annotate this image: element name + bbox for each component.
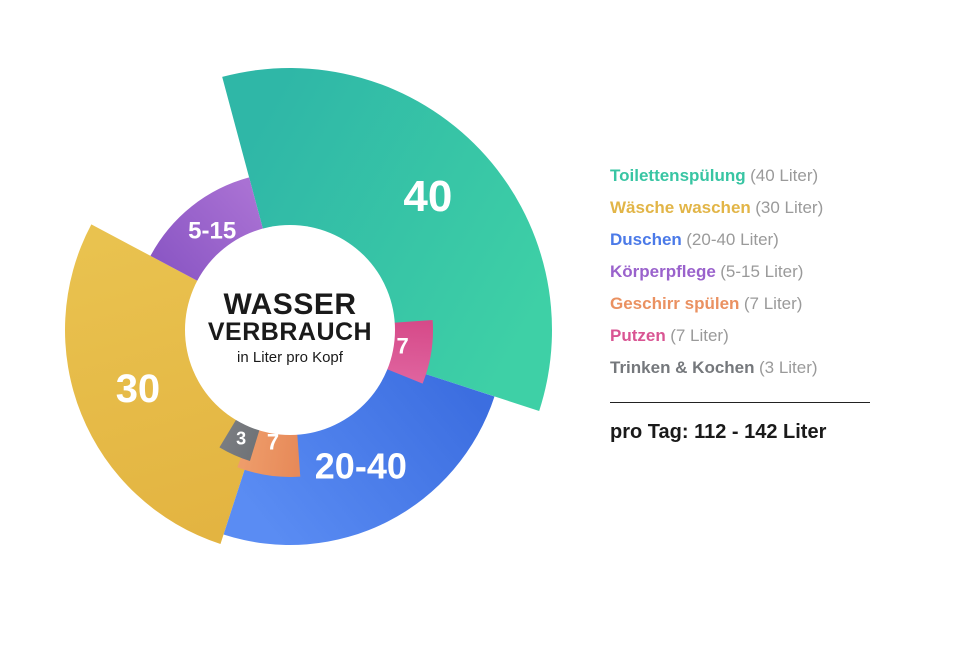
legend-item-value: (40 Liter) [750, 166, 818, 185]
legend-item-value: (30 Liter) [755, 198, 823, 217]
segment-label-toilet: 40 [403, 172, 452, 221]
legend-item-name: Putzen [610, 326, 666, 345]
segment-label-bodycare: 5-15 [188, 218, 236, 245]
chart-center-label: WASSER VERBRAUCH in Liter pro Kopf [190, 288, 390, 366]
legend-item-name: Toilettenspülung [610, 166, 746, 185]
segment-label-laundry: 30 [116, 367, 161, 411]
legend-item-toilet: Toilettenspülung (40 Liter) [610, 160, 870, 192]
center-subtitle: in Liter pro Kopf [190, 349, 390, 366]
legend-item-name: Körperpflege [610, 262, 716, 281]
legend-item-dishes: Geschirr spülen (7 Liter) [610, 288, 870, 320]
legend-item-name: Geschirr spülen [610, 294, 739, 313]
infographic-stage: 40 30 20-40 5-15 7 7 3 WASSER VERBRAUCH in Lit… [0, 0, 960, 657]
legend-item-value: (5-15 Liter) [720, 262, 803, 281]
center-title-line1: WASSER [190, 288, 390, 322]
daily-total-summary: pro Tag: 112 - 142 Liter [610, 421, 870, 444]
segment-label-shower: 20-40 [315, 446, 407, 487]
center-title-line2: VERBRAUCH [190, 318, 390, 347]
legend-divider [610, 402, 870, 403]
legend-item-name: Trinken & Kochen [610, 358, 755, 377]
legend-item-name: Wäsche waschen [610, 198, 751, 217]
segment-label-drink_cook: 3 [236, 428, 246, 448]
legend-item-laundry: Wäsche waschen (30 Liter) [610, 192, 870, 224]
legend-item-value: (7 Liter) [670, 326, 729, 345]
legend-item-bodycare: Körperpflege (5-15 Liter) [610, 256, 870, 288]
legend-item-name: Duschen [610, 230, 682, 249]
legend: Toilettenspülung (40 Liter)Wäsche wasche… [610, 160, 870, 444]
legend-item-shower: Duschen (20-40 Liter) [610, 224, 870, 256]
legend-item-value: (20-40 Liter) [686, 230, 779, 249]
legend-item-drink_cook: Trinken & Kochen (3 Liter) [610, 352, 870, 384]
legend-item-value: (7 Liter) [744, 294, 803, 313]
segment-label-cleaning: 7 [396, 334, 408, 359]
legend-item-value: (3 Liter) [759, 358, 818, 377]
legend-item-cleaning: Putzen (7 Liter) [610, 320, 870, 352]
segment-label-dishes: 7 [267, 430, 279, 455]
